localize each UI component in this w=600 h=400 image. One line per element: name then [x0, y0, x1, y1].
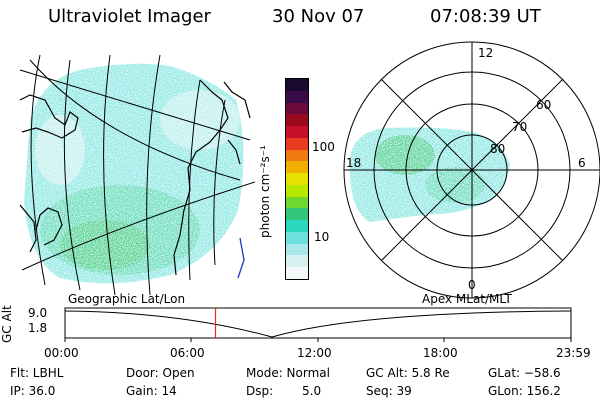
colorbar-swatch [286, 220, 308, 232]
colorbar-swatch [286, 255, 308, 268]
timeline-xtick-2: 12:00 [297, 346, 332, 360]
colorbar-swatch [286, 161, 308, 174]
info-seq: Seq: 39 [366, 384, 412, 398]
mlt-label-12: 12 [478, 46, 494, 60]
colorbar-swatch [286, 208, 308, 221]
info-glon: GLon: 156.2 [488, 384, 561, 398]
mlt-label-6: 6 [578, 156, 586, 170]
timeline-xtick-3: 18:00 [423, 346, 458, 360]
timeline-xtick-0: 00:00 [44, 346, 79, 360]
colorbar-swatch [286, 173, 308, 185]
colorbar-swatch [286, 196, 308, 209]
colorbar-swatch [286, 102, 308, 115]
coastlines [19, 79, 251, 276]
mlt-label-18: 18 [346, 156, 362, 170]
colorbar-swatch [286, 90, 308, 103]
timeline-right-label: Apex MLat/MLT [422, 292, 512, 306]
polar-plot [343, 41, 600, 299]
lat-label-80: 80 [490, 142, 506, 156]
time-label: 07:08:39 UT [430, 6, 541, 27]
colorbar-tick-100: 100 [312, 140, 335, 154]
info-glat: GLat: −58.6 [488, 366, 561, 380]
colorbar-swatch [286, 243, 308, 256]
blue-marker-line [237, 237, 245, 279]
colorbar-swatch [286, 267, 308, 280]
info-gain: Gain: 14 [126, 384, 177, 398]
colorbar-swatch [286, 149, 308, 162]
info-flt: Flt: LBHL [10, 366, 64, 380]
timeline-xtick-4: 23:59 [556, 346, 591, 360]
colorbar-swatch [286, 231, 308, 244]
timeline-ytick-high: 9.0 [28, 306, 48, 320]
info-dsp-value: 5.0 [302, 384, 322, 398]
info-gc-alt: GC Alt: 5.8 Re [366, 366, 450, 380]
info-door: Door: Open [126, 366, 195, 380]
info-ip: IP: 36.0 [10, 384, 56, 398]
colorbar-tick-10: 10 [314, 230, 330, 244]
lat-label-60: 60 [536, 98, 552, 112]
timeline-ytick-low: 1.8 [28, 321, 48, 335]
date-label: 30 Nov 07 [272, 6, 365, 27]
colorbar-swatch [286, 114, 308, 127]
geo-grid [19, 54, 256, 296]
polar-grid [343, 41, 600, 299]
info-dsp-label: Dsp: [246, 384, 274, 398]
mlt-label-0: 0 [468, 278, 476, 292]
colorbar-swatch [286, 126, 308, 138]
timeline-xtick-1: 06:00 [170, 346, 205, 360]
colorbar-swatch [286, 79, 308, 91]
colorbar [285, 78, 309, 280]
info-mode: Mode: Normal [246, 366, 330, 380]
colorbar-swatch [286, 137, 308, 150]
geographic-image [20, 50, 252, 285]
colorbar-swatch [286, 184, 308, 197]
lat-label-70: 70 [512, 120, 528, 134]
timeline-left-label: Geographic Lat/Lon [68, 292, 186, 306]
colorbar-label: photon cm⁻²s⁻¹ [258, 145, 272, 238]
timeline-plot [64, 307, 572, 342]
instrument-title: Ultraviolet Imager [48, 6, 211, 27]
